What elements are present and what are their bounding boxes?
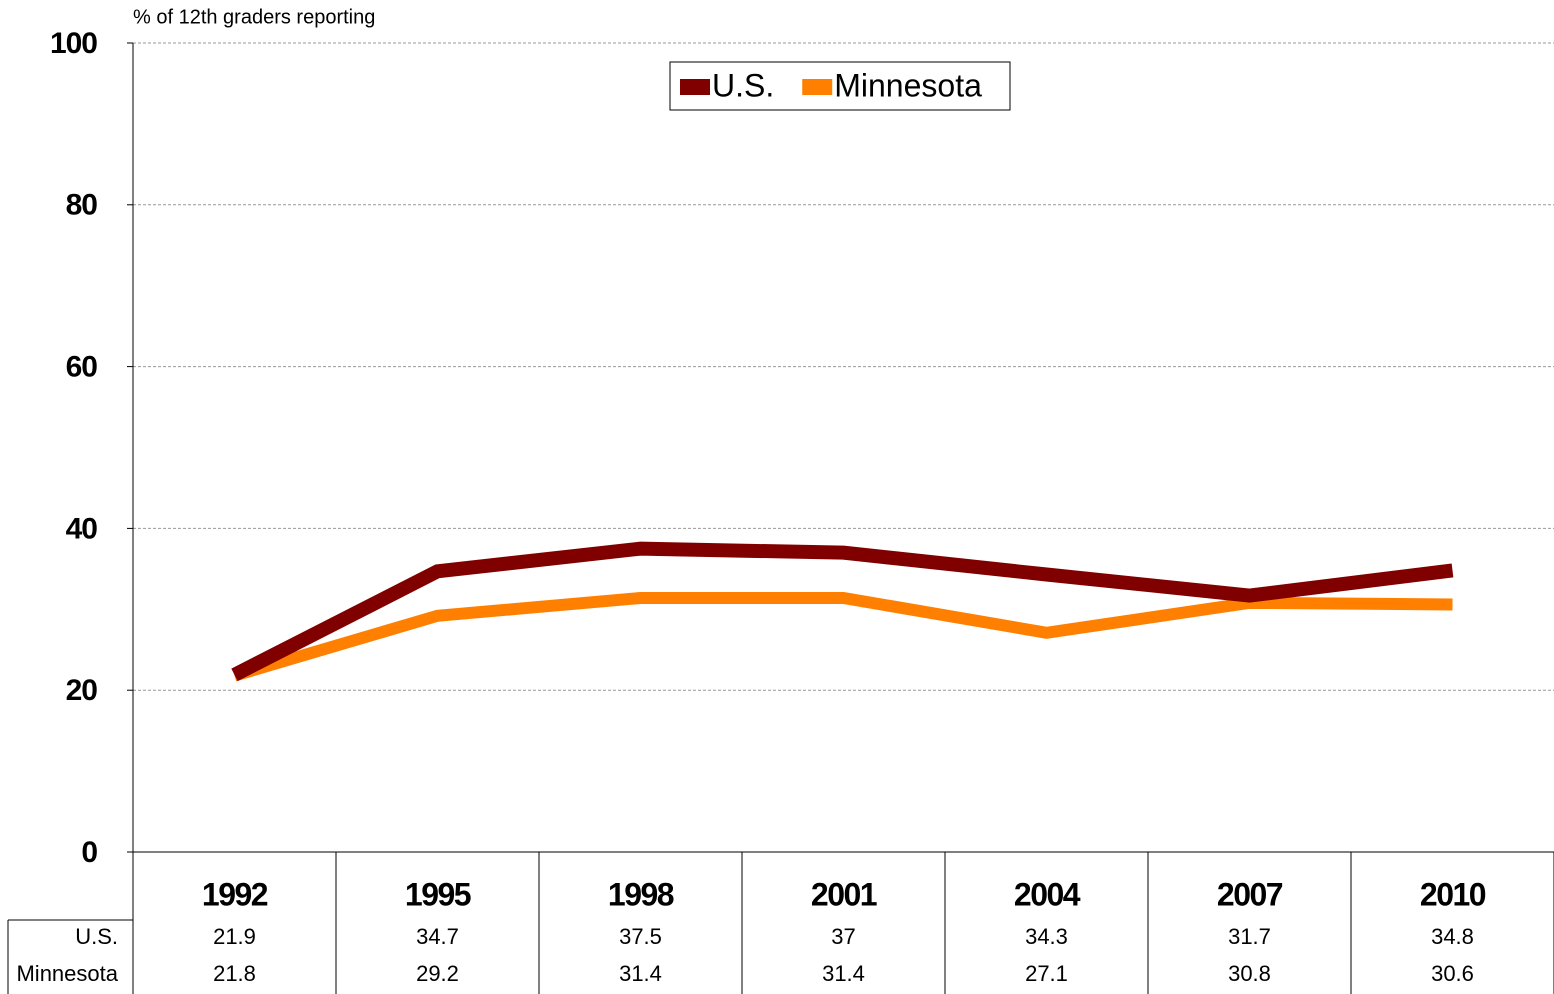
table-cell: 37.5 <box>619 924 662 949</box>
x-tick-label: 2001 <box>811 876 877 912</box>
legend-box <box>669 61 1011 111</box>
y-tick-label: 40 <box>66 512 98 545</box>
x-tick-label: 1995 <box>405 876 471 912</box>
table-row-label: Minnesota <box>16 961 118 986</box>
line-series <box>231 541 1454 682</box>
line-series <box>232 591 1453 682</box>
x-tick-label: 2010 <box>1420 876 1486 912</box>
legend-swatch <box>680 79 710 95</box>
legend-swatch <box>802 79 833 95</box>
x-tick-label: 1998 <box>608 876 674 912</box>
table-cell: 29.2 <box>416 961 459 986</box>
y-tick-label: 100 <box>50 27 97 60</box>
table-cell: 21.9 <box>213 924 256 949</box>
legend-label: Minnesota <box>834 67 982 103</box>
y-tick-label: 80 <box>66 189 98 222</box>
legend-label: U.S. <box>712 67 774 103</box>
y-tick-label: 0 <box>81 836 97 869</box>
table-cell: 34.7 <box>416 924 459 949</box>
x-tick-label: 1992 <box>202 876 268 912</box>
table-cell: 34.8 <box>1431 924 1474 949</box>
y-axis-title: % of 12th graders reporting <box>133 6 375 28</box>
table-cell: 31.7 <box>1228 924 1271 949</box>
y-tick-label: 20 <box>66 674 98 707</box>
x-tick-label: 2007 <box>1217 876 1283 912</box>
table-cell: 30.8 <box>1228 961 1271 986</box>
table-cell: 27.1 <box>1025 961 1068 986</box>
table-cell: 34.3 <box>1025 924 1068 949</box>
table-cell: 31.4 <box>822 961 865 986</box>
y-tick-label: 60 <box>66 351 98 384</box>
table-cell: 37 <box>831 924 855 949</box>
table-cell: 31.4 <box>619 961 662 986</box>
table-row-label: U.S. <box>75 924 118 949</box>
table-cell: 30.6 <box>1431 961 1474 986</box>
x-tick-label: 2004 <box>1014 876 1081 912</box>
table-cell: 21.8 <box>213 961 256 986</box>
